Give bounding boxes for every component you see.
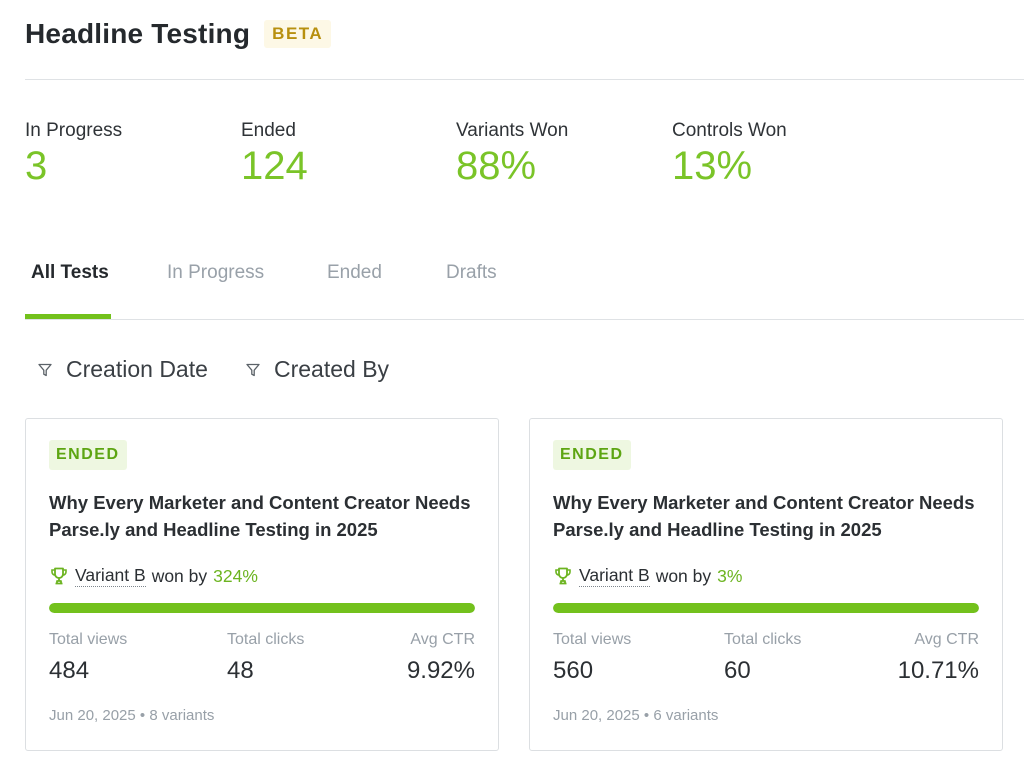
meta-separator: • (139, 707, 146, 724)
variant-count: 6 variants (653, 707, 719, 724)
status-badge: ENDED (553, 440, 631, 470)
won-by-text: won by (655, 565, 712, 586)
stat-controls-won: Controls Won 13% (672, 120, 787, 188)
metric-total-views: Total views 560 (553, 631, 631, 685)
stat-label: Ended (241, 120, 296, 141)
metric-label: Total clicks (227, 631, 305, 648)
metric-avg-ctr: Avg CTR 9.92% (407, 631, 475, 685)
page-header: Headline Testing BETA (25, 14, 332, 54)
filter-label: Creation Date (66, 356, 208, 382)
filter-icon (38, 363, 52, 376)
metric-label: Total views (49, 631, 128, 648)
metric-total-clicks: Total clicks 60 (724, 631, 801, 685)
stat-value: 3 (25, 144, 48, 188)
metric-label: Avg CTR (914, 631, 979, 648)
trophy-icon (51, 567, 67, 585)
trophy-icon (555, 567, 571, 585)
won-by-text: won by (151, 565, 208, 586)
metric-value: 48 (227, 657, 254, 684)
progress-bar (553, 603, 979, 613)
metric-total-views: Total views 484 (49, 631, 127, 685)
filter-creation-date[interactable]: Creation Date (38, 356, 208, 383)
metric-value: 560 (553, 657, 594, 684)
tab-ended[interactable]: Ended (327, 262, 382, 283)
winner-variant-link[interactable]: Variant B (579, 565, 650, 587)
metric-avg-ctr: Avg CTR 10.71% (898, 631, 979, 685)
tab-in-progress[interactable]: In Progress (167, 262, 265, 283)
stat-label: In Progress (25, 120, 123, 141)
stat-ended: Ended 124 (241, 120, 308, 188)
stat-value: 124 (241, 144, 308, 188)
header-divider (25, 79, 1024, 80)
filter-created-by[interactable]: Created By (246, 356, 389, 383)
tab-bar: All Tests In Progress Ended Drafts (25, 250, 1024, 320)
tab-drafts[interactable]: Drafts (446, 262, 497, 283)
card-meta: Jun 20, 2025 • 6 variants (553, 707, 718, 724)
metric-label: Avg CTR (410, 631, 475, 648)
page-title: Headline Testing (25, 18, 251, 49)
metric-total-clicks: Total clicks 48 (227, 631, 304, 685)
variant-count: 8 variants (149, 707, 215, 724)
won-by-percent: 324% (213, 565, 258, 586)
progress-bar-fill (553, 603, 979, 613)
stat-in-progress: In Progress 3 (25, 120, 122, 188)
created-date: Jun 20, 2025 (49, 707, 136, 724)
created-date: Jun 20, 2025 (553, 707, 640, 724)
filter-icon (246, 363, 260, 376)
metric-value: 10.71% (897, 657, 979, 684)
won-by-percent: 3% (717, 565, 743, 586)
tab-all-tests[interactable]: All Tests (31, 262, 109, 283)
metric-value: 9.92% (406, 657, 475, 684)
test-headline[interactable]: Why Every Marketer and Content Creator N… (49, 492, 471, 540)
stat-value: 88% (456, 144, 537, 188)
status-badge: ENDED (49, 440, 127, 470)
card-meta: Jun 20, 2025 • 8 variants (49, 707, 214, 724)
test-card[interactable]: ENDED Why Every Marketer and Content Cre… (529, 418, 1003, 751)
progress-bar (49, 603, 475, 613)
stat-label: Variants Won (456, 120, 569, 141)
progress-bar-fill (49, 603, 475, 613)
winner-summary: Variant B won by 324% (49, 565, 258, 587)
winner-variant-link[interactable]: Variant B (75, 565, 146, 587)
beta-badge: BETA (264, 20, 332, 48)
stat-value: 13% (672, 144, 753, 188)
metric-value: 484 (49, 657, 90, 684)
test-headline[interactable]: Why Every Marketer and Content Creator N… (553, 492, 975, 540)
stat-label: Controls Won (672, 120, 787, 141)
filter-label: Created By (274, 356, 390, 382)
metric-value: 60 (724, 657, 751, 684)
stat-variants-won: Variants Won 88% (456, 120, 568, 188)
metric-label: Total clicks (724, 631, 802, 648)
test-card[interactable]: ENDED Why Every Marketer and Content Cre… (25, 418, 499, 751)
winner-summary: Variant B won by 3% (553, 565, 742, 587)
active-tab-indicator (25, 314, 111, 319)
meta-separator: • (643, 707, 650, 724)
metric-label: Total views (553, 631, 632, 648)
